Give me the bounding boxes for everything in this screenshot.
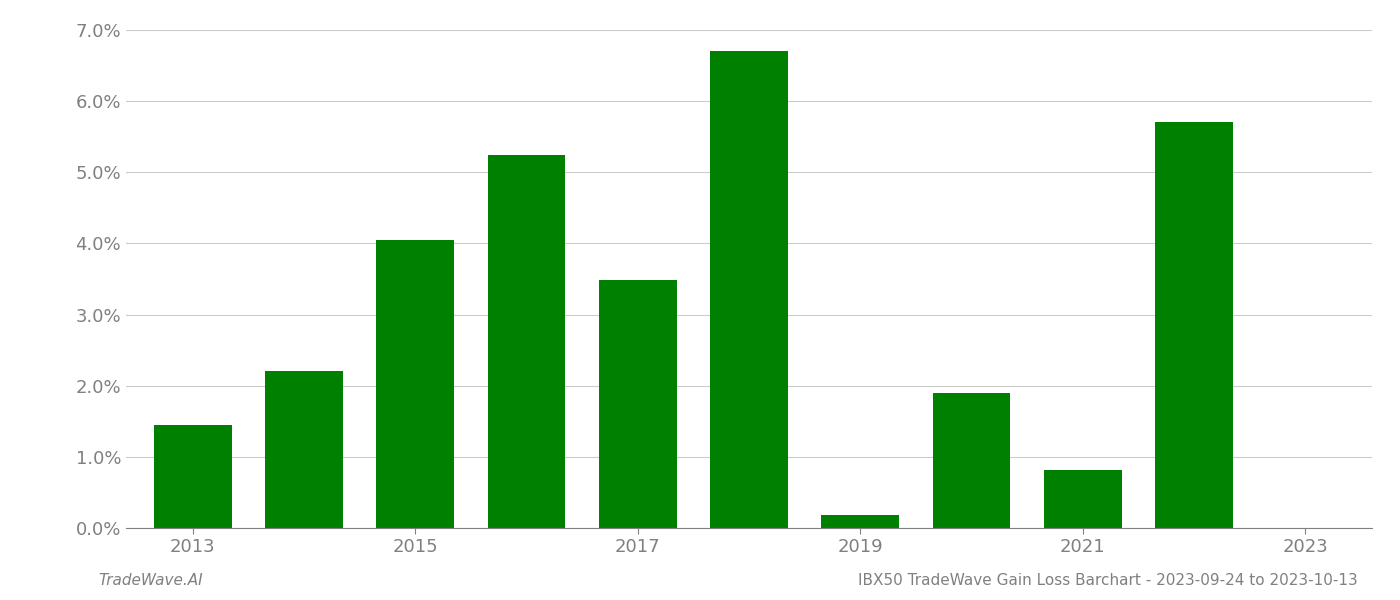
Bar <box>487 155 566 528</box>
Bar <box>1044 470 1121 528</box>
Bar <box>822 515 899 528</box>
Bar <box>377 240 454 528</box>
Bar <box>710 52 788 528</box>
Bar <box>1155 122 1233 528</box>
Bar <box>265 371 343 528</box>
Bar <box>599 280 676 528</box>
Text: TradeWave.AI: TradeWave.AI <box>98 573 203 588</box>
Bar <box>154 425 231 528</box>
Text: IBX50 TradeWave Gain Loss Barchart - 2023-09-24 to 2023-10-13: IBX50 TradeWave Gain Loss Barchart - 202… <box>858 573 1358 588</box>
Bar <box>932 393 1011 528</box>
